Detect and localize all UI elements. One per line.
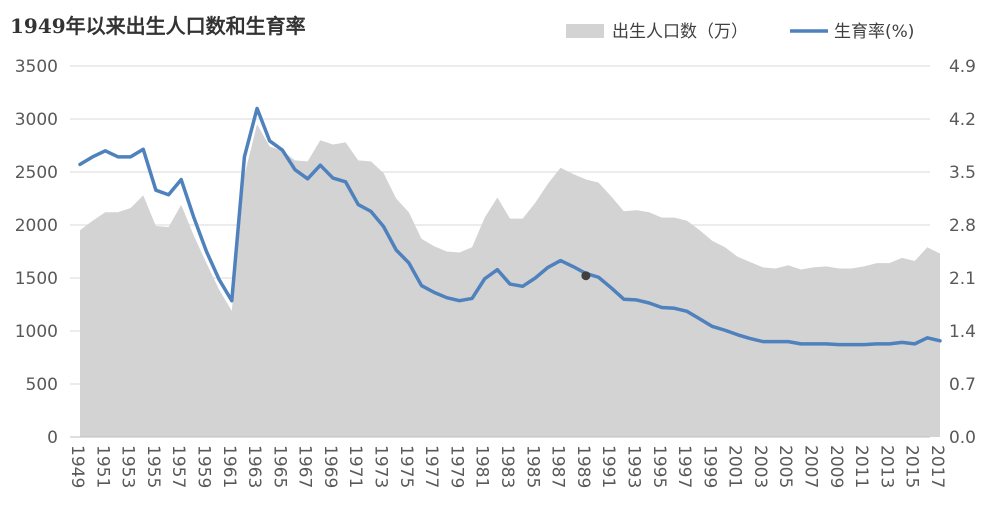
y-left-tick-label: 3000	[15, 110, 58, 130]
x-tick-label: 2011	[851, 445, 871, 488]
x-tick-label: 1949	[67, 445, 87, 488]
x-tick-label: 1989	[573, 445, 593, 488]
x-tick-label: 1955	[143, 445, 163, 488]
legend-swatch-birth	[566, 24, 604, 38]
y-left-tick-label: 1000	[15, 322, 58, 342]
birth-population-area	[80, 124, 940, 438]
legend-label-rate: 生育率(%)	[834, 22, 914, 42]
y-left-tick-label: 3500	[15, 57, 58, 77]
x-tick-label: 1961	[219, 445, 239, 488]
y-right-tick-label: 0.0	[949, 428, 976, 448]
y-right-tick-label: 2.1	[949, 269, 976, 289]
x-tick-label: 1997	[674, 445, 694, 488]
left-axis: 0 500 1000 1500 2000 2500 3000 3500	[15, 57, 58, 448]
y-left-tick-label: 2500	[15, 163, 58, 183]
x-tick-label: 1965	[269, 445, 289, 488]
x-tick-label: 2003	[750, 445, 770, 488]
x-tick-label: 1999	[699, 445, 719, 488]
x-tick-label: 1975	[396, 445, 416, 488]
y-right-tick-label: 1.4	[949, 322, 976, 342]
x-axis: 1949 1951 1953 1955 1957 1959 1961 1963 1965 1967…	[67, 445, 947, 488]
right-axis: 0.0 0.7 1.4 2.1 2.8 3.5 4.2 4.9	[949, 57, 976, 448]
x-tick-label: 1951	[92, 445, 112, 488]
x-tick-label: 2005	[775, 445, 795, 488]
x-tick-label: 1959	[193, 445, 213, 488]
x-tick-label: 1977	[421, 445, 441, 488]
y-right-tick-label: 0.7	[949, 375, 976, 395]
line-layer	[78, 106, 942, 347]
legend: 出生人口数（万） 生育率(%)	[566, 22, 914, 42]
y-right-tick-label: 3.5	[949, 163, 976, 183]
x-tick-label: 1993	[623, 445, 643, 488]
x-tick-label: 1991	[598, 445, 618, 488]
x-tick-label: 1983	[497, 445, 517, 488]
x-tick-label: 1973	[371, 445, 391, 488]
y-left-tick-label: 1500	[15, 269, 58, 289]
x-tick-label: 2001	[725, 445, 745, 488]
y-left-tick-label: 500	[26, 375, 58, 395]
y-left-tick-label: 2000	[15, 216, 58, 236]
x-tick-label: 2017	[927, 445, 947, 488]
y-right-tick-label: 4.9	[949, 57, 976, 77]
x-tick-label: 1957	[168, 445, 188, 488]
x-tick-label: 1969	[320, 445, 340, 488]
x-tick-label: 2009	[826, 445, 846, 488]
x-tick-label: 2007	[801, 445, 821, 488]
area-layer	[80, 124, 940, 438]
x-tick-label: 2015	[902, 445, 922, 488]
x-tick-label: 1963	[244, 445, 264, 488]
x-tick-label: 1987	[548, 445, 568, 488]
x-tick-label: 1967	[295, 445, 315, 488]
x-tick-label: 2013	[876, 445, 896, 488]
highlight-point	[581, 271, 591, 281]
y-left-tick-label: 0	[47, 428, 58, 448]
fertility-rate-line	[78, 106, 942, 347]
y-right-tick-label: 2.8	[949, 216, 976, 236]
x-tick-label: 1995	[649, 445, 669, 488]
x-tick-label: 1985	[522, 445, 542, 488]
legend-label-birth: 出生人口数（万）	[612, 22, 748, 42]
x-tick-label: 1979	[446, 445, 466, 488]
x-tick-label: 1953	[118, 445, 138, 488]
x-tick-label: 1981	[472, 445, 492, 488]
x-tick-label: 1971	[345, 445, 365, 488]
chart-title: 1949年以来出生人口数和生育率	[10, 14, 306, 38]
y-right-tick-label: 4.2	[949, 110, 976, 130]
